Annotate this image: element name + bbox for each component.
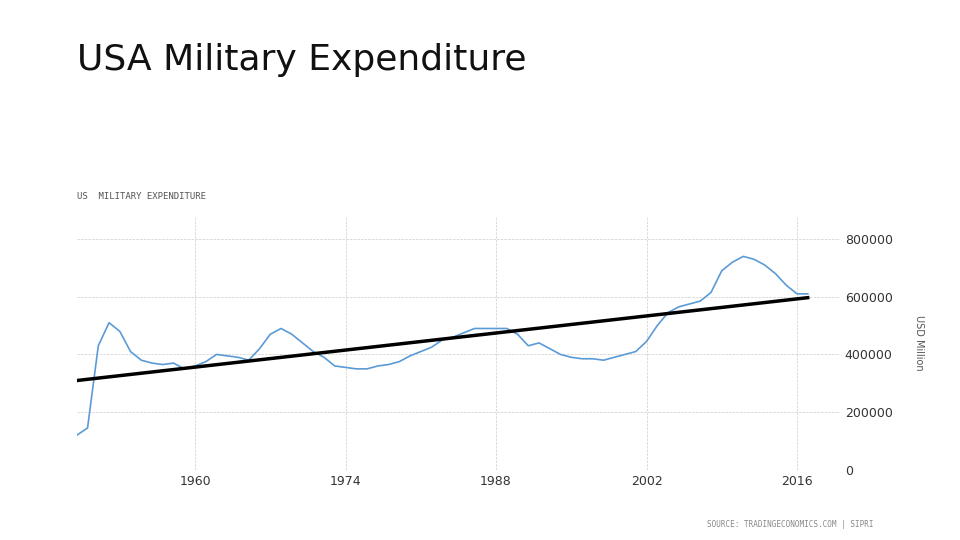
Text: USA Military Expenditure: USA Military Expenditure <box>77 43 526 77</box>
Text: US  MILITARY EXPENDITURE: US MILITARY EXPENDITURE <box>77 192 205 201</box>
Y-axis label: USD Million: USD Million <box>914 315 924 371</box>
Text: SOURCE: TRADINGECONOMICS.COM | SIPRI: SOURCE: TRADINGECONOMICS.COM | SIPRI <box>708 520 874 529</box>
